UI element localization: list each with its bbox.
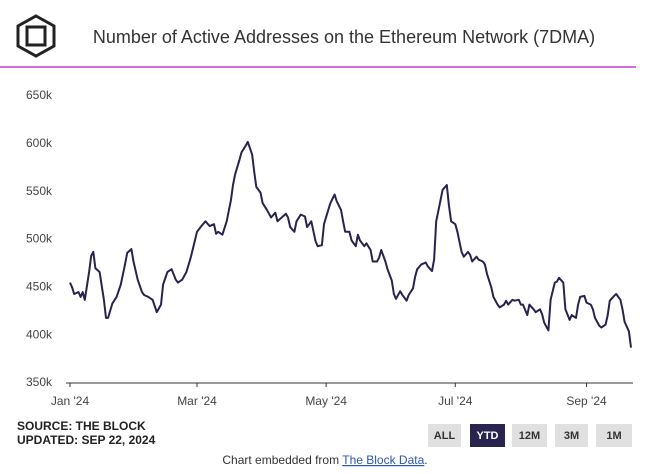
range-button[interactable] — [596, 424, 632, 447]
x-tick-label: Jan '24 — [51, 394, 90, 408]
y-tick-label: 650k — [26, 88, 53, 102]
range-button-label[interactable]: YTD — [477, 430, 499, 442]
x-tick-label: Jul '24 — [438, 394, 473, 408]
y-tick-label: 550k — [26, 184, 53, 198]
y-tick-label: 600k — [26, 136, 53, 150]
footer-text: Chart embedded from — [222, 453, 339, 467]
footer-text: . — [424, 453, 427, 467]
footer-link[interactable]: The Block Data — [342, 453, 424, 467]
x-tick-label: May '24 — [305, 394, 347, 408]
y-tick-label: 450k — [26, 280, 53, 294]
range-button[interactable] — [555, 424, 588, 447]
range-button[interactable] — [512, 424, 547, 447]
updated: UPDATED: SEP 22, 2024 — [17, 433, 156, 447]
range-button[interactable] — [470, 424, 505, 447]
range-button-label[interactable]: 1M — [606, 430, 621, 442]
logo — [16, 14, 56, 58]
footer: Chart embedded from The Block Data. — [222, 453, 427, 467]
chart-title: Number of Active Addresses on the Ethere… — [93, 27, 595, 47]
range-button-label[interactable]: ALL — [434, 430, 456, 442]
data-line — [69, 140, 632, 348]
source: SOURCE: THE BLOCK — [17, 419, 146, 433]
range-button-label[interactable]: 3M — [564, 430, 579, 442]
range-button-label[interactable]: 12M — [519, 430, 540, 442]
range-button[interactable] — [428, 424, 461, 447]
y-tick-label: 500k — [26, 232, 53, 246]
y-tick-label: 350k — [26, 375, 53, 389]
x-tick-label: Mar '24 — [177, 394, 217, 408]
x-tick-label: Sep '24 — [566, 394, 607, 408]
y-tick-label: 400k — [26, 327, 53, 341]
